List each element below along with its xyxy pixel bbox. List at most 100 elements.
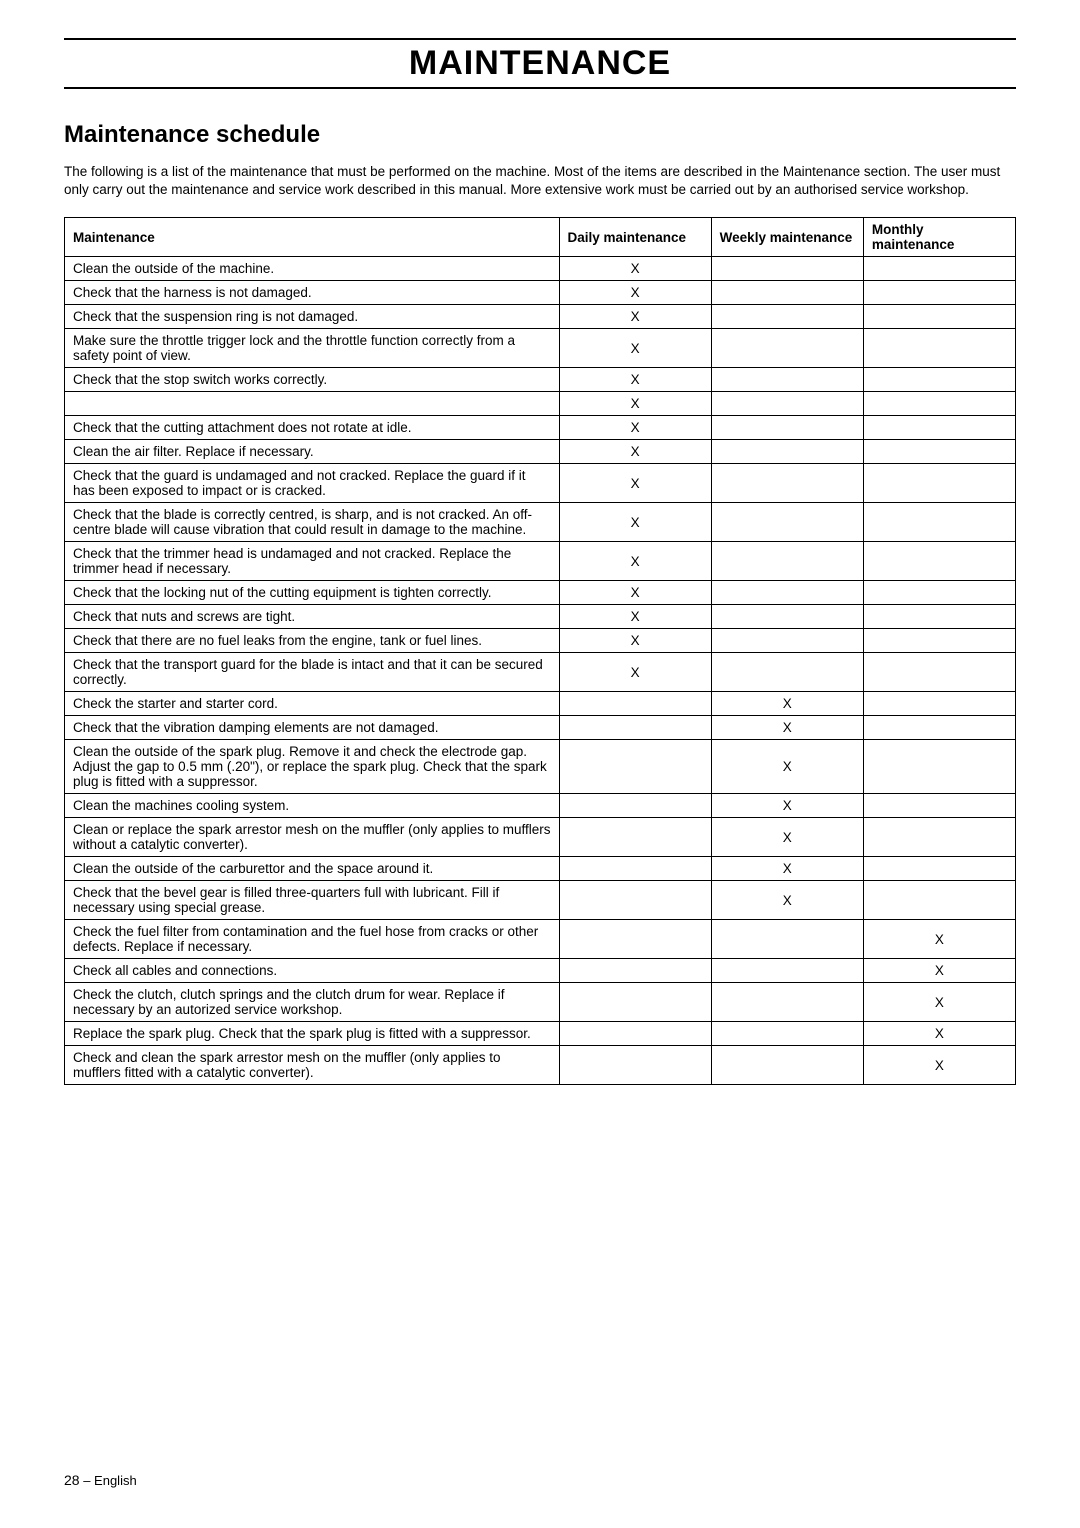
cell-weekly: X xyxy=(711,857,863,881)
header-monthly: Monthly maintenance xyxy=(863,218,1015,257)
cell-weekly xyxy=(711,416,863,440)
cell-task: Check that the harness is not damaged. xyxy=(65,281,560,305)
cell-daily: X xyxy=(559,629,711,653)
cell-monthly xyxy=(863,257,1015,281)
table-row: Check and clean the spark arrestor mesh … xyxy=(65,1046,1016,1085)
section-title: Maintenance schedule xyxy=(64,121,1016,149)
cell-monthly xyxy=(863,653,1015,692)
table-row: Replace the spark plug. Check that the s… xyxy=(65,1022,1016,1046)
header-weekly: Weekly maintenance xyxy=(711,218,863,257)
cell-weekly xyxy=(711,653,863,692)
main-title: MAINTENANCE xyxy=(64,42,1016,85)
table-row: Check the clutch, clutch springs and the… xyxy=(65,983,1016,1022)
cell-monthly xyxy=(863,329,1015,368)
cell-monthly xyxy=(863,464,1015,503)
cell-monthly xyxy=(863,740,1015,794)
table-row: Check that the harness is not damaged.X xyxy=(65,281,1016,305)
cell-monthly xyxy=(863,416,1015,440)
cell-monthly xyxy=(863,629,1015,653)
table-row: Clean the machines cooling system.X xyxy=(65,794,1016,818)
footer-page-number: 28 xyxy=(64,1472,80,1488)
cell-task: Check that the vibration damping element… xyxy=(65,716,560,740)
cell-daily: X xyxy=(559,440,711,464)
table-row: Check that the bevel gear is filled thre… xyxy=(65,881,1016,920)
table-row: Check that the suspension ring is not da… xyxy=(65,305,1016,329)
cell-monthly xyxy=(863,881,1015,920)
cell-monthly xyxy=(863,392,1015,416)
cell-daily xyxy=(559,818,711,857)
table-row: Clean the outside of the spark plug. Rem… xyxy=(65,740,1016,794)
cell-daily: X xyxy=(559,653,711,692)
cell-daily xyxy=(559,881,711,920)
cell-weekly xyxy=(711,605,863,629)
cell-daily xyxy=(559,692,711,716)
cell-task: Check that the transport guard for the b… xyxy=(65,653,560,692)
table-row: Clean the outside of the machine.X xyxy=(65,257,1016,281)
table-row: Check that the cutting attachment does n… xyxy=(65,416,1016,440)
table-row: Check that the blade is correctly centre… xyxy=(65,503,1016,542)
maintenance-table: Maintenance Daily maintenance Weekly mai… xyxy=(64,217,1016,1085)
cell-monthly xyxy=(863,692,1015,716)
table-row: Check all cables and connections.X xyxy=(65,959,1016,983)
cell-task: Check that the bevel gear is filled thre… xyxy=(65,881,560,920)
cell-monthly xyxy=(863,440,1015,464)
cell-weekly xyxy=(711,920,863,959)
cell-daily: X xyxy=(559,503,711,542)
cell-daily: X xyxy=(559,257,711,281)
table-row: Check that the trimmer head is undamaged… xyxy=(65,542,1016,581)
cell-task: Check that there are no fuel leaks from … xyxy=(65,629,560,653)
table-row: Check that nuts and screws are tight.X xyxy=(65,605,1016,629)
table-row: Clean or replace the spark arrestor mesh… xyxy=(65,818,1016,857)
cell-weekly: X xyxy=(711,818,863,857)
cell-task: Check that the suspension ring is not da… xyxy=(65,305,560,329)
cell-monthly xyxy=(863,818,1015,857)
cell-monthly: X xyxy=(863,920,1015,959)
cell-daily xyxy=(559,920,711,959)
cell-weekly xyxy=(711,959,863,983)
cell-task: Clean the outside of the machine. xyxy=(65,257,560,281)
cell-weekly xyxy=(711,503,863,542)
header-daily: Daily maintenance xyxy=(559,218,711,257)
cell-monthly xyxy=(863,281,1015,305)
cell-weekly xyxy=(711,392,863,416)
table-row: Clean the air filter. Replace if necessa… xyxy=(65,440,1016,464)
cell-weekly xyxy=(711,581,863,605)
cell-weekly xyxy=(711,1022,863,1046)
table-row: Check that there are no fuel leaks from … xyxy=(65,629,1016,653)
table-row: Make sure the throttle trigger lock and … xyxy=(65,329,1016,368)
cell-task xyxy=(65,392,560,416)
cell-weekly xyxy=(711,1046,863,1085)
cell-task: Clean the outside of the carburettor and… xyxy=(65,857,560,881)
cell-monthly: X xyxy=(863,1022,1015,1046)
cell-daily xyxy=(559,716,711,740)
table-row: Check that the transport guard for the b… xyxy=(65,653,1016,692)
cell-monthly xyxy=(863,503,1015,542)
cell-weekly xyxy=(711,542,863,581)
cell-daily xyxy=(559,1046,711,1085)
cell-monthly xyxy=(863,605,1015,629)
cell-weekly xyxy=(711,368,863,392)
cell-weekly: X xyxy=(711,692,863,716)
cell-task: Check that the trimmer head is undamaged… xyxy=(65,542,560,581)
footer-sep: – xyxy=(80,1473,94,1488)
cell-daily xyxy=(559,983,711,1022)
cell-task: Clean the air filter. Replace if necessa… xyxy=(65,440,560,464)
cell-task: Check all cables and connections. xyxy=(65,959,560,983)
cell-weekly xyxy=(711,440,863,464)
table-row: Check that the stop switch works correct… xyxy=(65,368,1016,392)
cell-task: Replace the spark plug. Check that the s… xyxy=(65,1022,560,1046)
cell-monthly xyxy=(863,368,1015,392)
cell-task: Check the fuel filter from contamination… xyxy=(65,920,560,959)
table-header-row: Maintenance Daily maintenance Weekly mai… xyxy=(65,218,1016,257)
cell-weekly xyxy=(711,305,863,329)
page-footer: 28 – English xyxy=(64,1472,137,1488)
table-row: Check that the guard is undamaged and no… xyxy=(65,464,1016,503)
cell-daily: X xyxy=(559,305,711,329)
header-task: Maintenance xyxy=(65,218,560,257)
cell-task: Clean the machines cooling system. xyxy=(65,794,560,818)
cell-weekly xyxy=(711,464,863,503)
cell-daily: X xyxy=(559,605,711,629)
cell-weekly xyxy=(711,257,863,281)
cell-weekly: X xyxy=(711,716,863,740)
cell-daily: X xyxy=(559,392,711,416)
